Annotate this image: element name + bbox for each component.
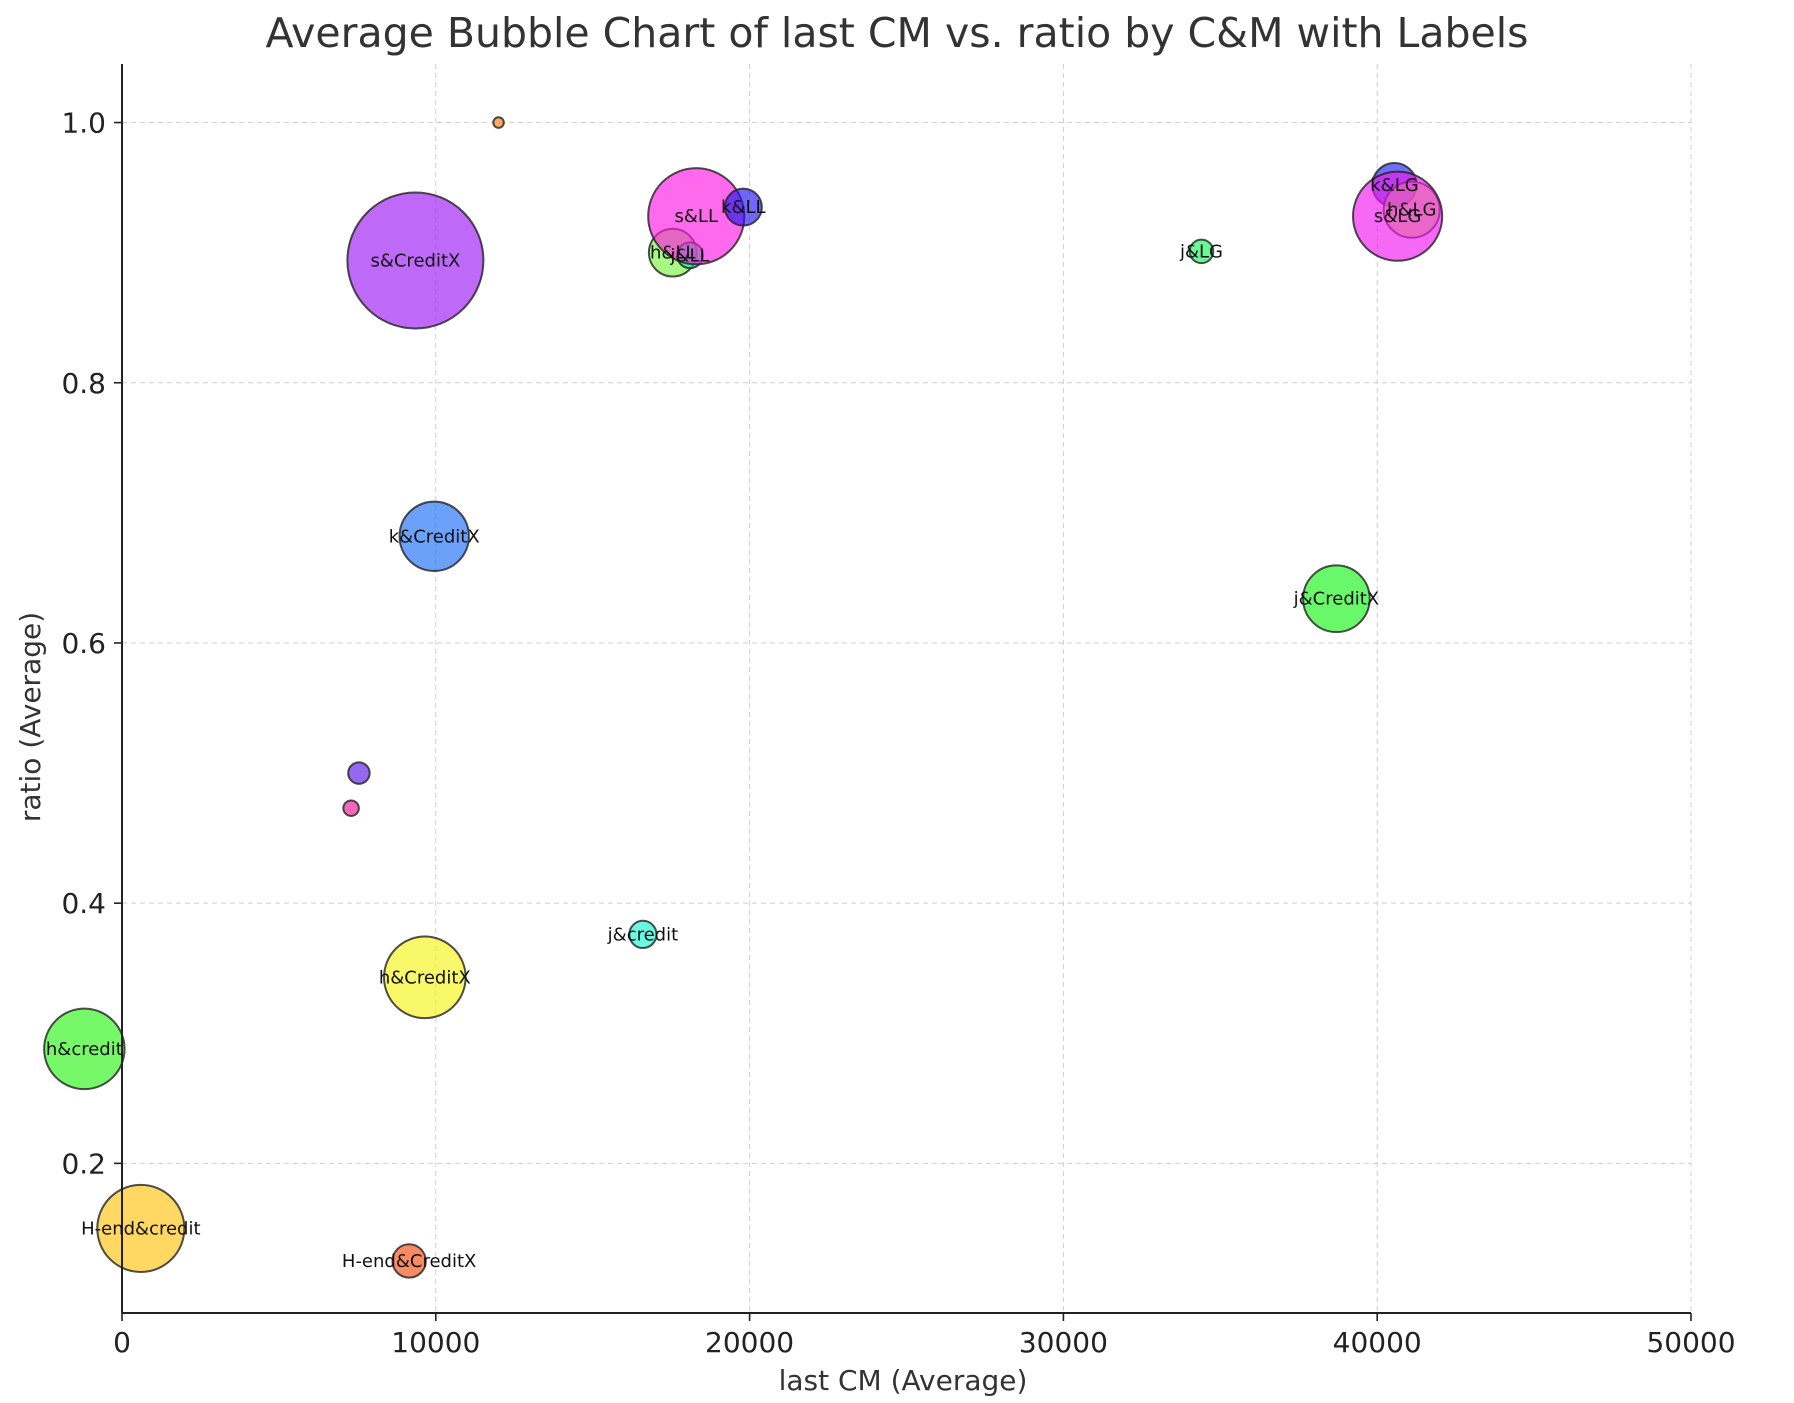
bubble-label: h&LG	[1387, 200, 1436, 221]
y-tick-label: 1.0	[61, 107, 106, 140]
x-tick-label: 0	[113, 1326, 131, 1359]
bubble-label-layer: s&CreditX h&LLj&LL s&LL k&LL j&LG k&LG h&LGs&L…	[46, 175, 1437, 1272]
bubble-label: j&LG	[1179, 241, 1223, 262]
bubble-label: h&credit	[46, 1039, 123, 1060]
bubble-label: s&LL	[675, 206, 718, 227]
y-tick-label: 0.6	[61, 627, 106, 660]
x-tick-label: 50000	[1646, 1326, 1735, 1359]
y-tick-label: 0.2	[61, 1147, 106, 1180]
axis-layer: 0 10000 20000 30000 40000 50000 0.2 0.4 0.6 0.8 1.…	[61, 64, 1736, 1359]
bubble-h-credit	[43, 1007, 126, 1091]
bubble-label: k&LG	[1370, 175, 1418, 196]
bubble-unlabeled-13	[342, 799, 360, 817]
x-axis-label: last CM (Average)	[779, 1364, 1028, 1397]
bubble-label: j&credit	[607, 924, 679, 945]
bubble-label: H-end&CreditX	[342, 1251, 476, 1272]
y-axis-label: ratio (Average)	[14, 612, 47, 822]
y-tick-label: 0.8	[61, 367, 106, 400]
grid-layer	[122, 64, 1692, 1313]
bubble-label: j&LL	[669, 245, 709, 266]
bubble-label: k&LL	[721, 197, 766, 218]
bubble-label: s&CreditX	[370, 250, 460, 271]
bubble-label: k&CreditX	[389, 526, 480, 547]
bubble-unlabeled-12	[347, 761, 371, 785]
chart-title: Average Bubble Chart of last CM vs. rati…	[265, 9, 1528, 57]
bubble-j-lg	[1188, 238, 1215, 265]
bubble-s-creditx	[346, 191, 485, 330]
bubble-unlabeled-5	[492, 116, 505, 129]
bubble-label: s&LG	[1374, 206, 1421, 227]
bubble-j-creditx	[1302, 564, 1371, 634]
x-tick-label: 20000	[705, 1326, 794, 1359]
bubble-h-end-creditx	[391, 1243, 427, 1279]
x-tick-label: 30000	[1019, 1326, 1108, 1359]
bubble-h-creditx	[383, 935, 467, 1020]
bubble-j-credit	[628, 919, 658, 949]
bubble-label: H-end&credit	[81, 1218, 200, 1239]
bubble-s-lg	[1352, 170, 1444, 262]
bubble-h-end-credit	[96, 1183, 186, 1273]
x-tick-label: 40000	[1333, 1326, 1422, 1359]
bubble-label: h&CreditX	[379, 967, 471, 988]
bubble-label: h&LL	[650, 243, 696, 264]
bubble-label: j&CreditX	[1293, 589, 1380, 610]
bubble-k-ll	[723, 187, 763, 227]
x-tick-label: 10000	[391, 1326, 480, 1359]
bubble-k-creditx	[398, 500, 470, 572]
y-tick-label: 0.4	[61, 887, 106, 920]
bubble-layer	[43, 116, 1444, 1279]
